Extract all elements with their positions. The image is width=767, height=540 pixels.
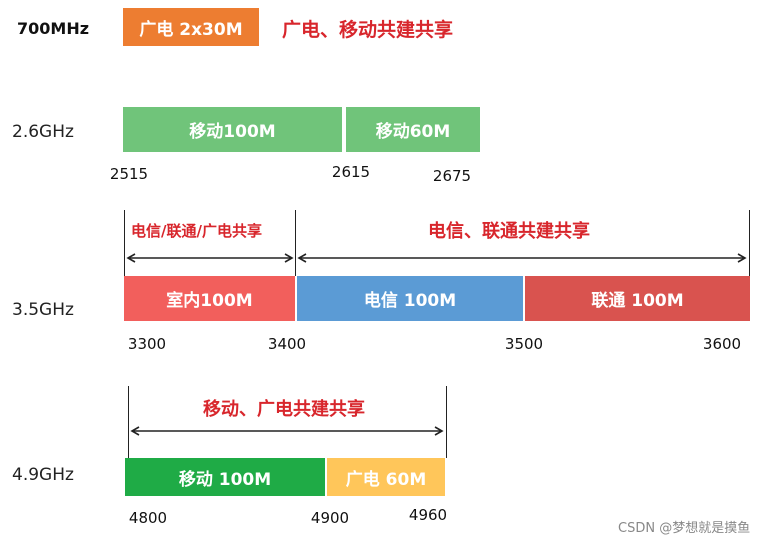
band-label-2600mhz: 2.6GHz: [12, 122, 74, 142]
tick-3500: 3500: [504, 335, 544, 353]
segment-mobile-100m-4900: 移动 100M: [125, 458, 325, 496]
segment-guangdian-700: 广电 2x30M: [123, 8, 259, 46]
segment-mobile-60m-2600: 移动60M: [346, 107, 480, 152]
segment-indoor-100m: 室内100M: [124, 276, 295, 321]
band-label-3500mhz: 3.5GHz: [12, 300, 74, 320]
tick-4800: 4800: [128, 509, 168, 527]
note-4900-cobuild: 移动、广电共建共享: [203, 399, 365, 420]
note-3500-cobuild: 电信、联通共建共享: [428, 221, 590, 242]
segment-mobile-100m-2600: 移动100M: [123, 107, 342, 152]
tick-3600: 3600: [702, 335, 742, 353]
double-arrow-indoor: [126, 253, 294, 263]
range-line-3300: [124, 210, 125, 276]
tick-2515: 2515: [109, 165, 149, 183]
range-line-3400: [295, 210, 296, 276]
watermark-text: CSDN @梦想就是摸鱼: [618, 521, 751, 536]
band-label-4900mhz: 4.9GHz: [12, 465, 74, 485]
tick-4900: 4900: [310, 509, 350, 527]
tick-3300: 3300: [127, 335, 167, 353]
range-line-4800: [128, 386, 129, 458]
tick-2615: 2615: [331, 163, 371, 181]
segment-unicom-100m: 联通 100M: [525, 276, 750, 321]
tick-3400: 3400: [267, 335, 307, 353]
double-arrow-telecom-unicom: [297, 253, 747, 263]
range-line-4960: [446, 386, 447, 458]
band-label-700mhz: 700MHz: [17, 19, 90, 38]
double-arrow-4900: [130, 426, 444, 436]
tick-4960: 4960: [408, 506, 448, 524]
range-line-3600: [749, 210, 750, 276]
note-700-shared: 广电、移动共建共享: [282, 19, 454, 41]
segment-guangdian-60m-4900: 广电 60M: [327, 458, 445, 496]
tick-2675: 2675: [432, 167, 472, 185]
segment-telecom-100m: 电信 100M: [297, 276, 523, 321]
note-3500-indoor-shared: 电信/联通/广电共享: [131, 222, 262, 240]
